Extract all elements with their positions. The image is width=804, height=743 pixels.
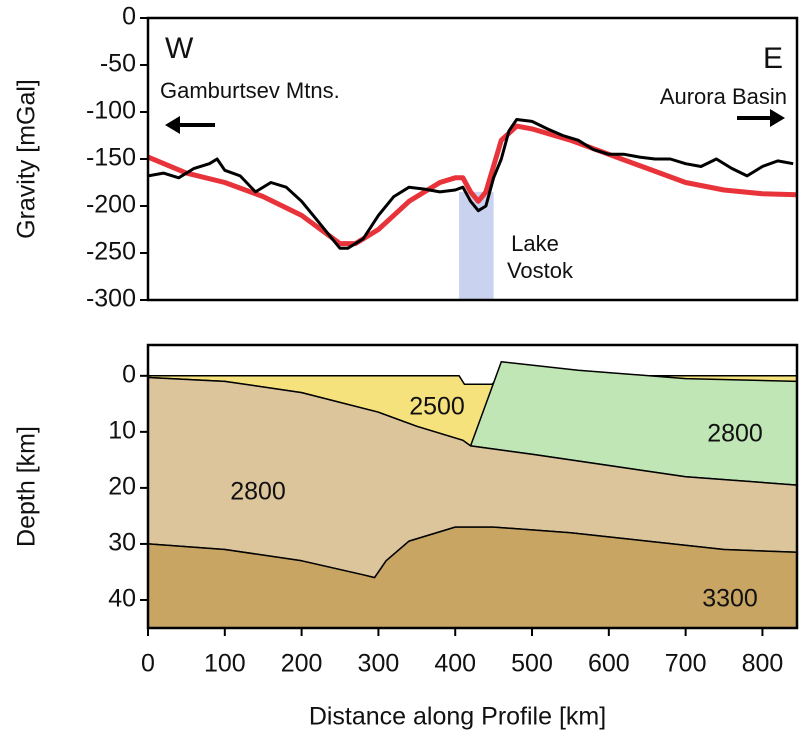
y-axis-title: Gravity [mGal] [13, 79, 41, 239]
annotation: Lake [511, 231, 559, 256]
annotation: E [763, 42, 783, 75]
x-tick-label: 400 [434, 650, 476, 678]
x-tick-label: 500 [511, 650, 553, 678]
x-axis-title: Distance along Profile [km] [309, 703, 606, 731]
y-axis-title: Depth [km] [13, 426, 41, 547]
x-tick-label: 100 [204, 650, 246, 678]
plot-frame [146, 343, 799, 630]
layer-label: 2800 [230, 478, 286, 506]
x-tick-label: 800 [742, 650, 784, 678]
y-tick-label: -150 [86, 144, 136, 172]
x-tick-label: 600 [588, 650, 630, 678]
layer [148, 526, 797, 628]
y-tick-label: 20 [108, 473, 136, 501]
y-tick-label: 30 [108, 529, 136, 557]
annotation: Vostok [507, 258, 574, 283]
layer-label: 2800 [707, 420, 763, 448]
y-tick-label: -200 [86, 191, 136, 219]
y-tick-label: 10 [108, 416, 136, 444]
annotation: W [165, 32, 194, 65]
x-tick-label: 300 [358, 650, 400, 678]
y-tick-label: 40 [108, 585, 136, 613]
annotation: Aurora Basin [660, 84, 787, 109]
x-tick-label: 0 [141, 650, 155, 678]
y-tick-label: -250 [86, 238, 136, 266]
series-line [148, 123, 797, 247]
y-tick-label: -50 [100, 50, 136, 78]
y-tick-label: -300 [86, 285, 136, 313]
layer-label: 3300 [702, 585, 758, 613]
layer-label: 2500 [409, 393, 465, 421]
x-tick-label: 200 [281, 650, 323, 678]
x-tick-label: 700 [665, 650, 707, 678]
y-tick-label: 0 [122, 3, 136, 31]
series-line [148, 118, 794, 250]
y-tick-label: -100 [86, 97, 136, 125]
y-tick-label: 0 [122, 360, 136, 388]
arrows [165, 109, 785, 134]
annotation: Gamburtsev Mtns. [160, 78, 340, 103]
